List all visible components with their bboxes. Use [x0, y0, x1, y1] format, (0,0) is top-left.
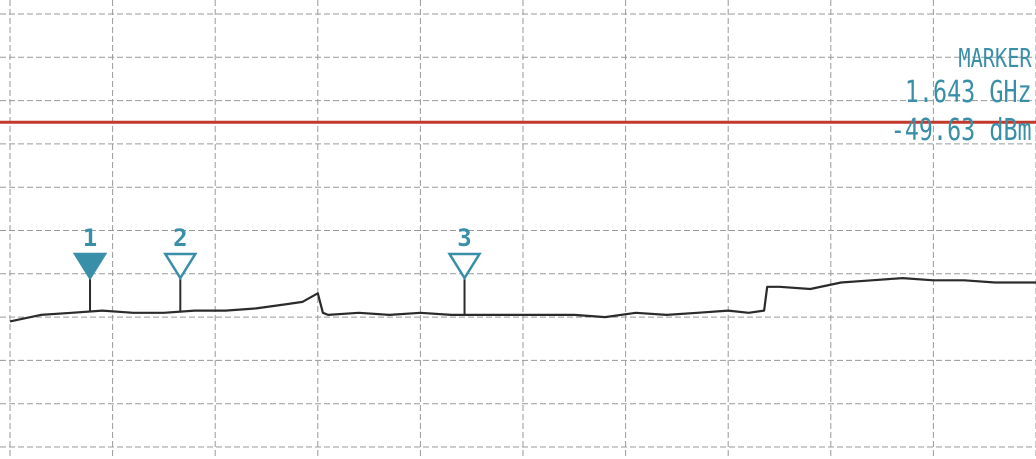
marker-2-triangle [163, 252, 198, 281]
marker-level: -49.63 dBm [891, 113, 1032, 148]
marker-readout: MARKER 1.643 GHz -49.63 dBm [851, 44, 1032, 150]
marker-readout-header: MARKER [958, 44, 1032, 74]
spectrum-trace [9, 277, 1036, 323]
marker-2-label: 2 [173, 224, 187, 252]
marker-3-triangle [447, 252, 482, 281]
markers-group: 1 2 3 [72, 224, 482, 315]
marker-frequency: 1.643 GHz [905, 75, 1032, 110]
marker-1-label: 1 [83, 224, 97, 252]
marker-1-triangle [72, 252, 108, 281]
marker-3-label: 3 [457, 224, 471, 252]
trace-group [9, 277, 1036, 323]
